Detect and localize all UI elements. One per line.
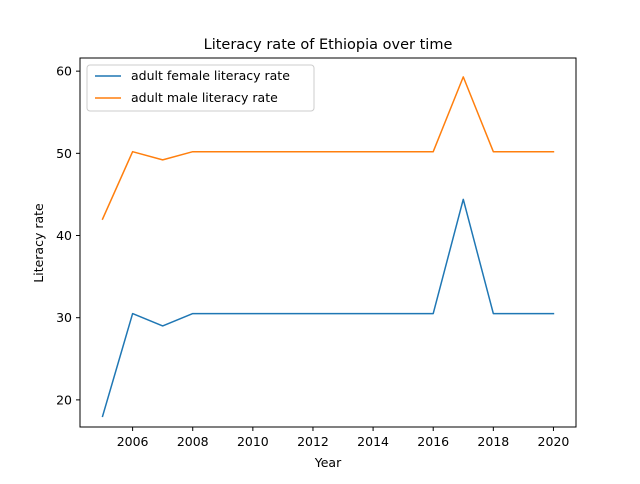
y-tick-label: 40 bbox=[56, 228, 72, 243]
y-tick-label: 20 bbox=[56, 392, 72, 407]
y-tick-label: 50 bbox=[56, 146, 72, 161]
x-tick-label: 2012 bbox=[297, 434, 329, 449]
y-axis-label: Literacy rate bbox=[31, 203, 46, 283]
x-tick-label: 2016 bbox=[417, 434, 449, 449]
legend: adult female literacy rate adult male li… bbox=[87, 65, 314, 111]
legend-label-female: adult female literacy rate bbox=[131, 68, 290, 83]
x-tick-label: 2014 bbox=[357, 434, 389, 449]
x-tick-label: 2010 bbox=[237, 434, 269, 449]
y-tick-label: 60 bbox=[56, 64, 72, 79]
x-tick-label: 2020 bbox=[538, 434, 570, 449]
x-tick-label: 2008 bbox=[177, 434, 209, 449]
x-axis-label: Year bbox=[314, 455, 342, 470]
chart-title: Literacy rate of Ethiopia over time bbox=[204, 37, 453, 53]
x-tick-label: 2018 bbox=[477, 434, 509, 449]
y-tick-label: 30 bbox=[56, 310, 72, 325]
x-tick-label: 2006 bbox=[117, 434, 149, 449]
legend-label-male: adult male literacy rate bbox=[131, 90, 278, 105]
